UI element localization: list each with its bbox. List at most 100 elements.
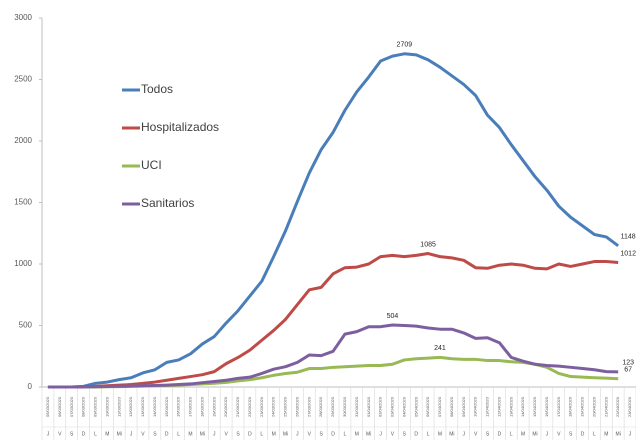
x-tick-label: 24/03/2020 <box>271 396 276 417</box>
series-line <box>47 323 619 389</box>
weekday-label: M <box>438 431 442 437</box>
weekday-label: J <box>47 431 50 437</box>
data-label: 2709 <box>397 42 413 49</box>
x-tick-label: 19/03/2020 <box>211 396 216 417</box>
x-tick-label: 21/03/2020 <box>235 396 240 417</box>
weekday-label: M <box>188 431 192 437</box>
y-tick-label: 0 <box>28 382 33 391</box>
weekday-label: D <box>82 431 86 437</box>
weekday-label: S <box>153 431 157 437</box>
weekday-label: Mi <box>532 431 537 437</box>
legend-label: UCI <box>141 158 162 172</box>
weekday-label: Mi <box>449 431 454 437</box>
x-tick-label: 16/04/2020 <box>544 396 549 417</box>
weekday-label: J <box>379 431 382 437</box>
data-label: 504 <box>387 313 399 320</box>
y-tick-label: 3000 <box>14 13 32 22</box>
weekday-label: D <box>331 431 335 437</box>
x-tick-label: 21/04/2020 <box>603 396 608 417</box>
weekday-label: S <box>403 431 407 437</box>
data-label: 123 <box>622 360 634 367</box>
weekday-label: V <box>557 431 561 437</box>
data-label: 241 <box>434 345 446 352</box>
weekday-label: J <box>213 431 216 437</box>
x-tick-label: 16/03/2020 <box>176 396 181 417</box>
weekday-label: L <box>593 431 596 437</box>
weekday-label: S <box>486 431 490 437</box>
weekday-label: J <box>462 431 465 437</box>
x-tick-label: 05/04/2020 <box>413 396 418 417</box>
x-tick-label: 11/03/2020 <box>116 396 121 416</box>
y-tick-label: 2000 <box>14 136 32 145</box>
weekday-label: V <box>224 431 228 437</box>
x-tick-label: 15/04/2020 <box>532 396 537 417</box>
x-tick-label: 20/04/2020 <box>591 396 596 417</box>
x-tick-label: 11/04/2020 <box>485 396 490 416</box>
data-label: 67 <box>624 367 632 374</box>
weekday-label: Mi <box>366 431 371 437</box>
weekday-label: V <box>308 431 312 437</box>
data-label: 1085 <box>420 241 436 248</box>
x-tick-label: 13/04/2020 <box>508 396 513 417</box>
legend-label: Hospitalizados <box>141 120 219 134</box>
weekday-label: Mi <box>200 431 205 437</box>
x-tick-label: 29/03/2020 <box>330 396 335 417</box>
weekday-label: M <box>272 431 276 437</box>
y-tick-label: 500 <box>19 321 33 330</box>
x-tick-label: 02/04/2020 <box>378 396 383 417</box>
x-tick-label: 14/03/2020 <box>152 396 157 417</box>
x-tick-label: 31/03/2020 <box>354 396 359 417</box>
x-tick-label: 12/04/2020 <box>496 396 501 417</box>
weekday-label: D <box>498 431 502 437</box>
weekday-label: M <box>355 431 359 437</box>
weekday-label: L <box>344 431 347 437</box>
weekday-label: J <box>629 431 632 437</box>
weekday-label: D <box>165 431 169 437</box>
weekday-label: S <box>236 431 240 437</box>
x-tick-label: 17/03/2020 <box>188 396 193 417</box>
x-tick-label: 08/03/2020 <box>81 396 86 417</box>
x-tick-label: 09/04/2020 <box>461 396 466 417</box>
y-tick-label: 1500 <box>14 198 32 207</box>
y-tick-label: 1000 <box>14 259 32 268</box>
x-tick-label: 14/04/2020 <box>520 396 525 417</box>
weekday-label: M <box>604 431 608 437</box>
weekday-label: L <box>260 431 263 437</box>
x-tick-label: 08/04/2020 <box>449 396 454 417</box>
x-tick-label: 15/03/2020 <box>164 396 169 417</box>
x-tick-label: 03/04/2020 <box>390 396 395 417</box>
series-line <box>47 252 619 389</box>
weekday-label: V <box>391 431 395 437</box>
x-tick-label: 05/03/2020 <box>45 396 50 417</box>
weekday-label: Mi <box>117 431 122 437</box>
x-tick-label: 04/04/2020 <box>401 396 406 417</box>
x-tick-label: 17/04/2020 <box>556 396 561 417</box>
x-tick-label: 07/04/2020 <box>437 396 442 417</box>
weekday-label: L <box>510 431 513 437</box>
x-tick-label: 18/03/2020 <box>199 396 204 417</box>
x-tick-label: 07/03/2020 <box>69 396 74 417</box>
weekday-label: D <box>248 431 252 437</box>
x-tick-label: 27/03/2020 <box>306 396 311 417</box>
x-tick-label: 25/03/2020 <box>283 396 288 417</box>
weekday-label: V <box>58 431 62 437</box>
y-tick-label: 2500 <box>14 75 32 84</box>
weekday-label: S <box>70 431 74 437</box>
weekday-label: J <box>296 431 299 437</box>
series-line <box>47 52 620 389</box>
weekday-label: S <box>569 431 573 437</box>
weekday-label: L <box>177 431 180 437</box>
weekday-label: V <box>474 431 478 437</box>
data-label: 1012 <box>620 250 636 257</box>
x-tick-label: 13/03/2020 <box>140 396 145 417</box>
x-tick-label: 30/03/2020 <box>342 396 347 417</box>
weekday-label: V <box>141 431 145 437</box>
weekday-label: L <box>94 431 97 437</box>
weekday-label: Mi <box>283 431 288 437</box>
x-tick-label: 06/03/2020 <box>57 396 62 417</box>
weekday-label: M <box>521 431 525 437</box>
x-tick-label: 19/04/2020 <box>580 396 585 417</box>
x-tick-label: 22/03/2020 <box>247 396 252 417</box>
